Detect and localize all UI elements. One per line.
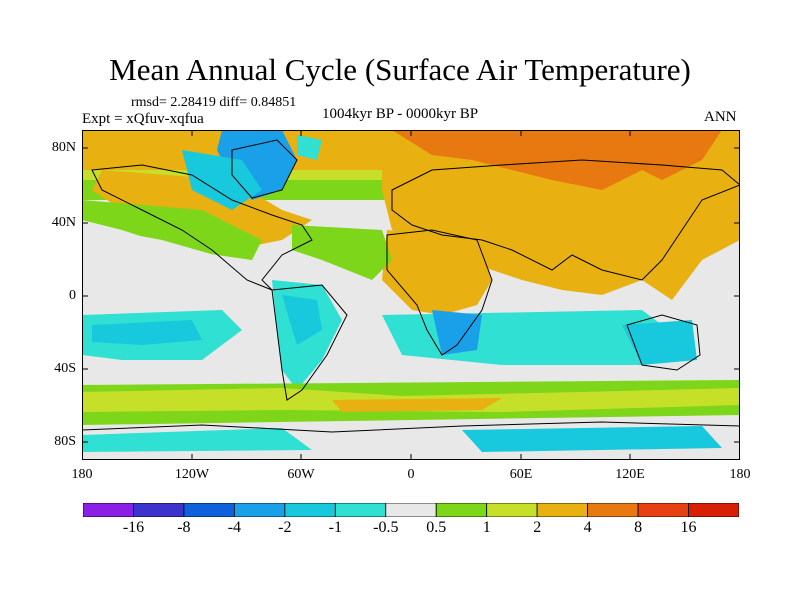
colorbar-tick-label: -1 (328, 519, 342, 536)
colorbar-tick-label: 0.5 (426, 519, 447, 536)
arctic-cold-spot (297, 135, 322, 160)
colorbar-box (233, 503, 286, 517)
period-label: 1004kyr BP - 0000kyr BP (322, 106, 479, 122)
colorbar-box (536, 503, 589, 517)
antarctic-cool-2 (462, 426, 722, 452)
lon-label-60e: 60E (509, 467, 533, 482)
season-label: ANN (704, 109, 737, 125)
colorbar (83, 503, 739, 517)
south-pacific-blue (92, 320, 202, 345)
lat-label-40n: 40N (51, 215, 76, 230)
colorbar-tick-label: 2 (533, 519, 542, 536)
south-america-coast (271, 284, 348, 401)
experiment-label: Expt = xQfuv-xqfua (82, 111, 204, 127)
africa-warm (382, 230, 492, 315)
antarctica-coast (82, 421, 740, 433)
colorbar-tick-label: -2 (278, 519, 292, 536)
colorbar-box (587, 503, 639, 517)
greenland-coast (231, 139, 298, 199)
colorbar-tick-label: 4 (583, 519, 592, 536)
colorbar-box (133, 503, 185, 517)
atlantic-green (292, 225, 392, 280)
colorbar-box (486, 503, 538, 517)
pacific-neutral (82, 225, 272, 290)
colorbar-box (385, 503, 437, 517)
lon-label-120e: 120E (615, 467, 645, 482)
map-ticks (82, 130, 740, 460)
lat-label-80n: 80N (51, 140, 76, 155)
plot-title: Mean Annual Cycle (Surface Air Temperatu… (109, 52, 691, 87)
colorbar-box (183, 503, 235, 517)
lat-label-80s: 80S (54, 434, 76, 449)
colorbar-tick-label: 8 (634, 519, 643, 536)
south-africa-blue (432, 310, 482, 355)
pacific-green (82, 200, 262, 260)
colorbar-tick-label: -0.5 (373, 519, 399, 536)
colorbar-tick-label: -4 (227, 519, 242, 536)
colorbar-tick-label: 16 (680, 519, 697, 536)
colorbar-box (83, 503, 134, 517)
lat-label-eq: 0 (69, 288, 76, 303)
eurasia-hot (392, 130, 722, 190)
colorbar-tick-label: 1 (482, 519, 491, 536)
colorbar-box (637, 503, 689, 517)
colorbar-box (334, 503, 387, 517)
colorbar-box (284, 503, 336, 517)
colorbar-tick-label: -8 (177, 519, 191, 536)
lon-label-180w: 180 (71, 467, 93, 482)
lon-label-180e: 180 (729, 467, 751, 482)
eurasia-coast (391, 159, 740, 281)
temperature-map (82, 130, 740, 460)
colorbar-box (435, 503, 488, 517)
coastlines (82, 139, 740, 433)
antarctic-cool-1 (82, 428, 312, 452)
north-america-coast (91, 164, 313, 291)
australia-blue (622, 320, 697, 365)
lon-label-120w: 120W (174, 467, 210, 482)
lon-label-0: 0 (407, 467, 415, 482)
south-orange-streak (332, 398, 502, 412)
australia-coast (626, 314, 701, 371)
stats-text: rmsd= 2.28419 diff= 0.84851 (131, 95, 297, 110)
africa-coast (386, 229, 493, 356)
lon-label-60w: 60W (287, 467, 315, 482)
colorbar-box (688, 503, 739, 517)
canada-cold (182, 150, 262, 210)
lat-label-40s: 40S (54, 361, 76, 376)
colorbar-tick-label: -16 (122, 519, 145, 536)
south-america-blue (282, 295, 322, 345)
